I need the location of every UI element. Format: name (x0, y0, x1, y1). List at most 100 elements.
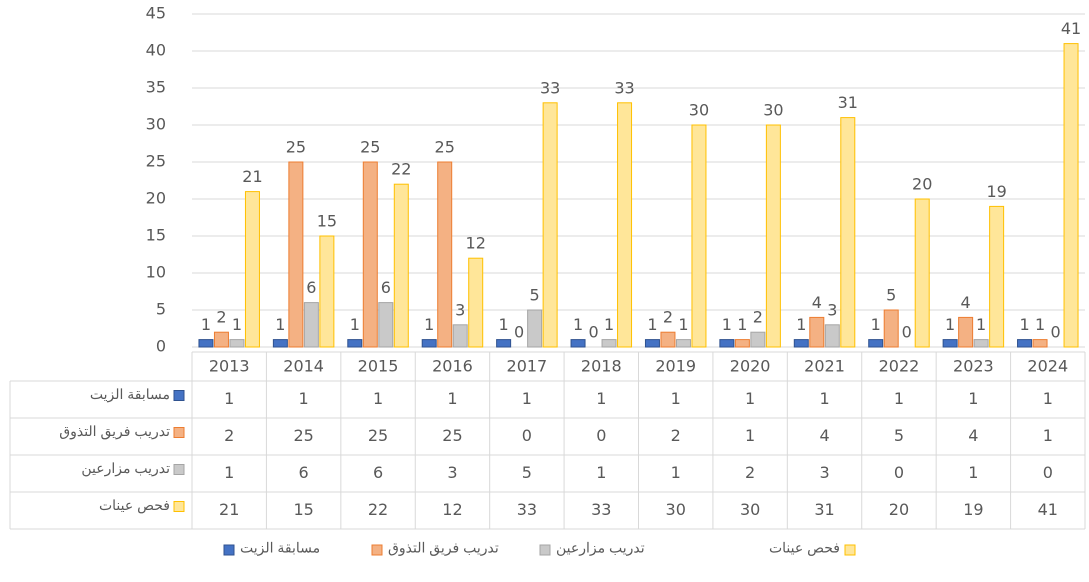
y-tick-label: 5 (156, 300, 166, 319)
data-label: 1 (604, 315, 614, 334)
table-cell: 15 (293, 500, 313, 519)
table-cell: 33 (591, 500, 611, 519)
data-label: 33 (540, 78, 560, 97)
bar (750, 331, 766, 348)
data-label: 1 (1035, 315, 1045, 334)
table-cell: 25 (442, 426, 462, 445)
table-cell: 41 (1038, 500, 1058, 519)
table-cell: 3 (447, 463, 457, 482)
legend-key (223, 544, 235, 556)
bar (244, 191, 260, 348)
table-cell: 1 (894, 389, 904, 408)
data-label: 1 (737, 315, 747, 334)
data-label: 1 (201, 315, 211, 334)
y-tick-label: 35 (146, 78, 166, 97)
data-label: 1 (573, 315, 583, 334)
table-cell: 6 (299, 463, 309, 482)
data-label: 2 (216, 308, 226, 327)
bar (644, 339, 660, 348)
data-label: 6 (306, 278, 316, 297)
table-cell: 22 (368, 500, 388, 519)
bar (973, 339, 989, 348)
data-label: 30 (689, 101, 709, 120)
data-label: 33 (614, 78, 634, 97)
data-label: 25 (360, 138, 380, 157)
data-label: 1 (796, 315, 806, 334)
table-cell: 1 (1043, 426, 1053, 445)
data-label: 25 (435, 138, 455, 157)
y-tick-label: 0 (156, 337, 166, 356)
data-label: 4 (961, 293, 971, 312)
x-tick-label: 2024 (1027, 357, 1068, 376)
data-label: 5 (886, 286, 896, 305)
bar (765, 124, 781, 348)
row-label: تدريب فريق التذوق (59, 423, 170, 440)
bar (362, 161, 378, 348)
data-label: 0 (1050, 323, 1060, 342)
x-tick-label: 2013 (209, 357, 250, 376)
x-tick-label: 2018 (581, 357, 622, 376)
data-label: 1 (499, 315, 509, 334)
table-cell: 1 (596, 389, 606, 408)
data-label: 1 (678, 315, 688, 334)
data-label: 1 (1019, 315, 1029, 334)
data-label: 3 (827, 300, 837, 319)
data-label: 2 (753, 308, 763, 327)
x-tick-label: 2015 (358, 357, 399, 376)
bar (840, 117, 856, 348)
bar (347, 339, 363, 348)
table-cell: 2 (671, 426, 681, 445)
bar (958, 316, 974, 348)
x-tick-label: 2021 (804, 357, 845, 376)
x-tick-label: 2016 (432, 357, 473, 376)
table-cell: 1 (447, 389, 457, 408)
legend-label: تدريب فريق التذوق (388, 540, 499, 557)
table-cell: 5 (522, 463, 532, 482)
table-cell: 1 (373, 389, 383, 408)
table-cell: 1 (224, 389, 234, 408)
bar (452, 324, 468, 348)
table-cell: 0 (894, 463, 904, 482)
table-cell: 12 (442, 500, 462, 519)
x-tick-label: 2022 (879, 357, 920, 376)
table-cell: 0 (522, 426, 532, 445)
table-cell: 6 (373, 463, 383, 482)
bar (1017, 339, 1033, 348)
table-cell: 19 (963, 500, 983, 519)
x-tick-label: 2023 (953, 357, 994, 376)
legend-key (173, 427, 185, 438)
y-tick-label: 40 (146, 41, 166, 60)
bar (691, 124, 707, 348)
y-tick-label: 20 (146, 189, 166, 208)
data-label: 1 (976, 315, 986, 334)
data-label: 19 (986, 182, 1006, 201)
data-label: 31 (838, 93, 858, 112)
data-label: 4 (812, 293, 822, 312)
bar (437, 161, 453, 348)
data-label: 12 (466, 234, 486, 253)
bar (914, 198, 930, 348)
bar (570, 339, 586, 348)
table-cell: 21 (219, 500, 239, 519)
legend-label: مسابقة الزيت (240, 540, 320, 557)
data-label: 1 (275, 315, 285, 334)
data-label: 21 (242, 167, 262, 186)
x-tick-label: 2020 (730, 357, 771, 376)
bar (824, 324, 840, 348)
data-label: 30 (763, 101, 783, 120)
table-cell: 1 (671, 389, 681, 408)
legend-key (173, 501, 185, 512)
bar (989, 205, 1005, 348)
legend-label: تدريب مزارعين (556, 540, 645, 557)
bar (272, 339, 288, 348)
bar (393, 183, 409, 348)
bar (213, 331, 229, 348)
table-cell: 33 (517, 500, 537, 519)
bar (421, 339, 437, 348)
row-label: فحص عينات (99, 497, 170, 514)
table-cell: 3 (819, 463, 829, 482)
table-cell: 1 (671, 463, 681, 482)
data-label: 2 (663, 308, 673, 327)
table-cell: 0 (596, 426, 606, 445)
legend-key (173, 464, 185, 475)
